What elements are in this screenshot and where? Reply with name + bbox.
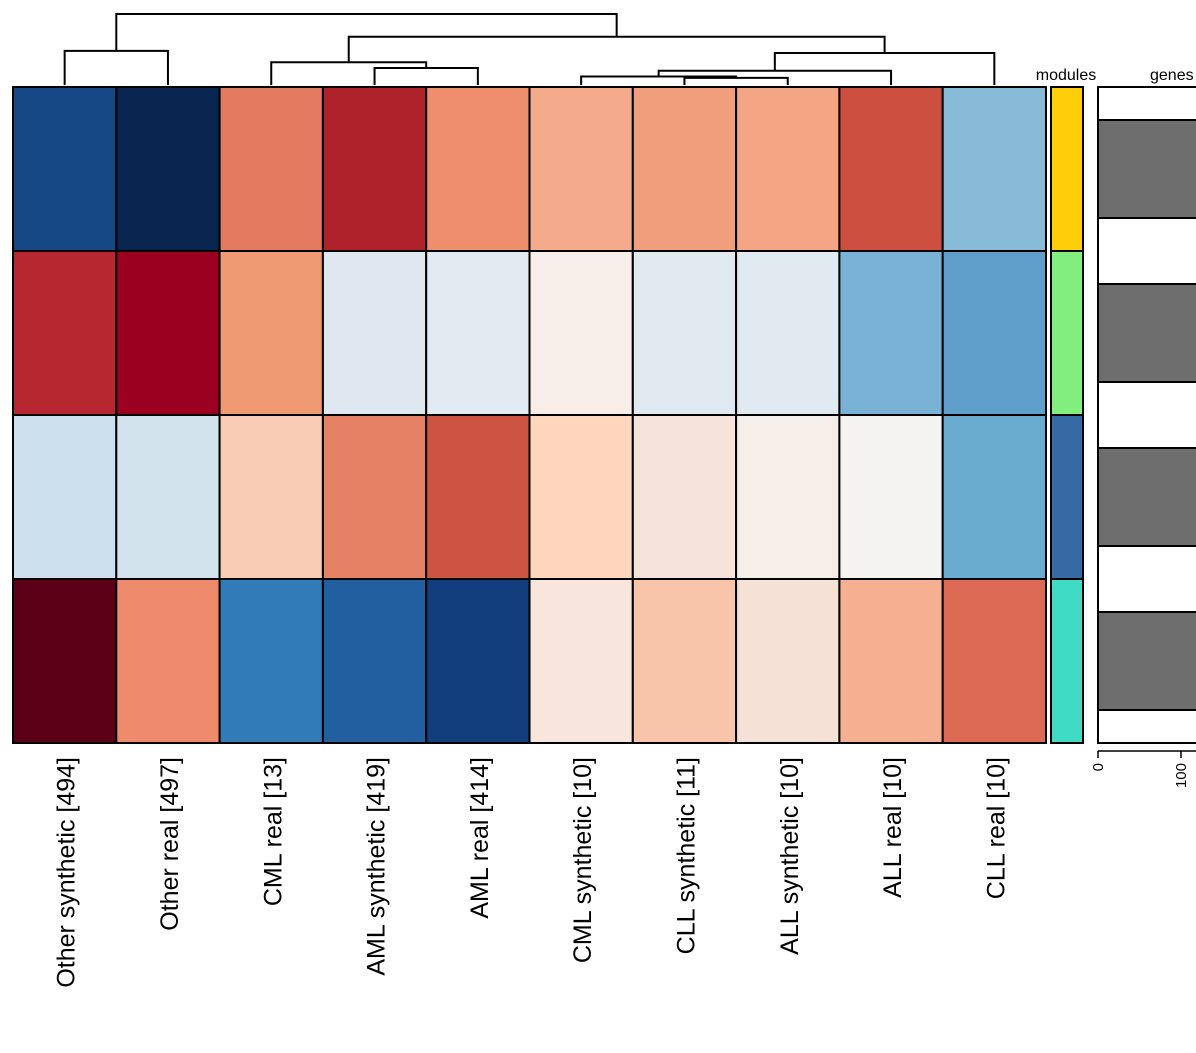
heatmap-cell-r2-c4 (321, 250, 428, 416)
genes-tick-label: 0 (1090, 763, 1107, 771)
heatmap-cell-r1-c10 (941, 86, 1048, 252)
column-label: AML synthetic [419] (363, 757, 391, 976)
module-color-cell (1050, 250, 1084, 416)
heatmap-cell-r1-c6 (528, 86, 634, 252)
dendrogram-link (373, 66, 479, 85)
heatmap-cell-r4-c3 (218, 578, 324, 744)
heatmap-cell-r1-c5 (425, 86, 531, 252)
column-label: CLL synthetic [11] (672, 757, 700, 954)
heatmap-cell-r2-c2 (115, 250, 221, 416)
dendrogram-link (347, 35, 886, 63)
heatmap-cell-r2-c9 (838, 250, 944, 416)
heatmap-cell-r2-c7 (631, 250, 738, 416)
column-labels: Other synthetic [494] Other real [497] CML… (53, 757, 1011, 988)
column-label: AML real [414] (466, 757, 494, 919)
heatmap-cell-r1-c8 (735, 86, 841, 252)
heatmap-cell-r3-c2 (115, 414, 221, 580)
heatmap-cell-r1-c3 (218, 86, 324, 252)
heatmap-cell-r1-c7 (631, 86, 738, 252)
genes-bar (1097, 447, 1196, 547)
column-label: Other real [497] (156, 757, 184, 931)
heatmap-cell-r3-c10 (941, 414, 1048, 580)
genes-barplot: 0100200 (1090, 86, 1196, 788)
heatmap-cell-r4-c9 (838, 578, 944, 744)
heatmap-cell-r4-c2 (115, 578, 221, 744)
heatmap-cell-r1-c4 (321, 86, 428, 252)
heatmap-cell-r2-c5 (425, 250, 531, 416)
heatmap-cell-r1-c9 (838, 86, 944, 252)
genes-panel-border (1097, 86, 1196, 744)
genes-bar (1097, 611, 1196, 711)
heatmap-cell-r3-c7 (631, 414, 738, 580)
heatmap-cell-r2-c8 (735, 250, 841, 416)
heatmap-cell-r2-c1 (12, 250, 118, 416)
genes-annotation-title: genes (1150, 67, 1194, 84)
heatmap-border (12, 86, 1047, 744)
column-dendrogram (63, 13, 996, 85)
heatmap-cell-r2-c10 (941, 250, 1048, 416)
modules-annotation-title: modules (1036, 67, 1096, 84)
dendrogram-link (63, 49, 169, 85)
heatmap-cell-r4-c4 (321, 578, 428, 744)
column-label: ALL synthetic [10] (776, 757, 804, 955)
heatmap-cell-r3-c6 (528, 414, 634, 580)
dendrogram-link (683, 76, 789, 85)
genes-bar (1097, 119, 1196, 219)
genes-bar (1097, 283, 1196, 383)
heatmap-cell-r3-c4 (321, 414, 428, 580)
heatmap-cell-r4-c6 (528, 578, 634, 744)
heatmap-cell-r2-c3 (218, 250, 324, 416)
heatmap-cell-r4-c5 (425, 578, 531, 744)
heatmap-cell-r2-c6 (528, 250, 634, 416)
column-label: ALL real [10] (879, 757, 907, 898)
heatmap-cell-r4-c10 (941, 578, 1048, 744)
heatmap-cell-r1-c2 (115, 86, 221, 252)
heatmap-cell-r1-c1 (12, 86, 118, 252)
modules-annotation-bar (1050, 86, 1084, 744)
heatmap-cell-r3-c1 (12, 414, 118, 580)
heatmap-cell-r4-c1 (12, 578, 118, 744)
column-label: CML real [13] (259, 757, 287, 906)
heatmap-cell-r3-c3 (218, 414, 324, 580)
module-color-cell (1050, 86, 1084, 252)
module-color-cell (1050, 578, 1084, 744)
dendrogram-link (270, 61, 428, 85)
genes-tick-label: 100 (1173, 763, 1190, 788)
column-label: CLL real [10] (982, 757, 1010, 899)
dendrogram-link (115, 13, 618, 51)
modules-border (1050, 86, 1084, 744)
heatmap-cell-r4-c8 (735, 578, 841, 744)
heatmap-grid (12, 86, 1048, 744)
dendrogram-link (773, 52, 996, 85)
column-label: Other synthetic [494] (53, 757, 81, 988)
heatmap-cell-r3-c9 (838, 414, 944, 580)
module-color-cell (1050, 414, 1084, 580)
column-label: CML synthetic [10] (569, 757, 597, 963)
heatmap-cell-r3-c8 (735, 414, 841, 580)
heatmap-cell-r3-c5 (425, 414, 531, 580)
heatmap-cell-r4-c7 (631, 578, 738, 744)
